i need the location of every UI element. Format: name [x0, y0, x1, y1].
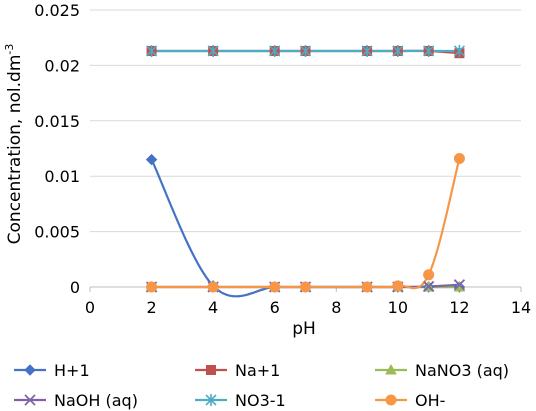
y-axis-title-sup: -3	[3, 44, 16, 55]
legend-item-4: NO3-1	[195, 391, 286, 410]
y-tick-label: 0.025	[34, 1, 80, 20]
x-tick-label: 10	[388, 298, 408, 317]
series-line-0	[150, 159, 460, 298]
legend-marker	[24, 394, 36, 406]
data-point-4-4	[361, 44, 373, 57]
data-point-4-2	[269, 44, 281, 57]
legend-marker	[205, 394, 217, 406]
legend-item-0: H+1	[14, 361, 90, 380]
legend-marker	[206, 365, 216, 375]
x-tick-label: 0	[85, 298, 95, 317]
tick-labels: 0 0.005 0.01 0.015 0.02 0.025 0 2 4 6 8 10 12 14	[34, 1, 531, 317]
data-point-5-6	[423, 269, 435, 281]
data-point-5-1	[207, 281, 219, 293]
legend-label: H+1	[54, 361, 90, 380]
y-tick-label: 0.015	[34, 112, 80, 131]
legend-label: Na+1	[235, 361, 280, 380]
data-point-4-6	[423, 44, 435, 57]
y-axis-title-main: Concentration, nol.dm	[5, 55, 25, 245]
legend-label: NaNO3 (aq)	[415, 361, 509, 380]
legend-label: NaOH (aq)	[54, 391, 138, 410]
gridlines	[90, 9, 521, 233]
y-tick-label: 0	[70, 278, 80, 297]
series	[150, 49, 461, 298]
legend: H+1 Na+1 NaNO3 (aq) NaOH (aq) NO3-1 OH-	[14, 361, 509, 410]
x-tick-label: 12	[449, 298, 469, 317]
x-tick-label: 4	[208, 298, 218, 317]
data-point-5-0	[146, 281, 158, 293]
legend-item-5: OH-	[375, 391, 445, 410]
x-axis-title: pH	[292, 319, 316, 339]
data-point-4-3	[299, 44, 312, 57]
markers	[145, 44, 466, 293]
data-point-3-6	[423, 280, 435, 293]
y-tick-label: 0.01	[44, 167, 80, 186]
x-tick-label: 8	[331, 298, 341, 317]
data-point-5-7	[453, 152, 465, 164]
data-point-4-5	[392, 44, 404, 57]
data-point-5-5	[392, 280, 404, 292]
y-axis-title: Concentration, nol.dm-3	[3, 44, 25, 245]
legend-item-2: NaNO3 (aq)	[375, 361, 509, 380]
x-tick-label: 2	[146, 298, 156, 317]
y-tick-label: 0.005	[34, 223, 80, 242]
data-point-5-4	[361, 281, 373, 293]
y-tick-label: 0.02	[44, 56, 80, 75]
data-point-0-0	[145, 153, 158, 166]
x-tick-label: 14	[511, 298, 531, 317]
x-tick-label: 6	[270, 298, 280, 317]
data-point-3-7	[453, 279, 466, 291]
series-line-5	[151, 158, 461, 290]
data-point-4-0	[146, 44, 158, 57]
legend-item-3: NaOH (aq)	[14, 391, 138, 410]
legend-label: NO3-1	[235, 391, 286, 410]
data-point-5-3	[300, 281, 311, 293]
data-point-5-2	[269, 281, 281, 293]
legend-marker	[24, 364, 36, 376]
legend-item-1: Na+1	[195, 361, 280, 380]
data-point-4-7	[453, 44, 465, 57]
legend-marker	[385, 363, 397, 375]
legend-marker	[385, 394, 397, 406]
legend-label: OH-	[415, 391, 445, 410]
data-point-4-1	[207, 44, 219, 57]
